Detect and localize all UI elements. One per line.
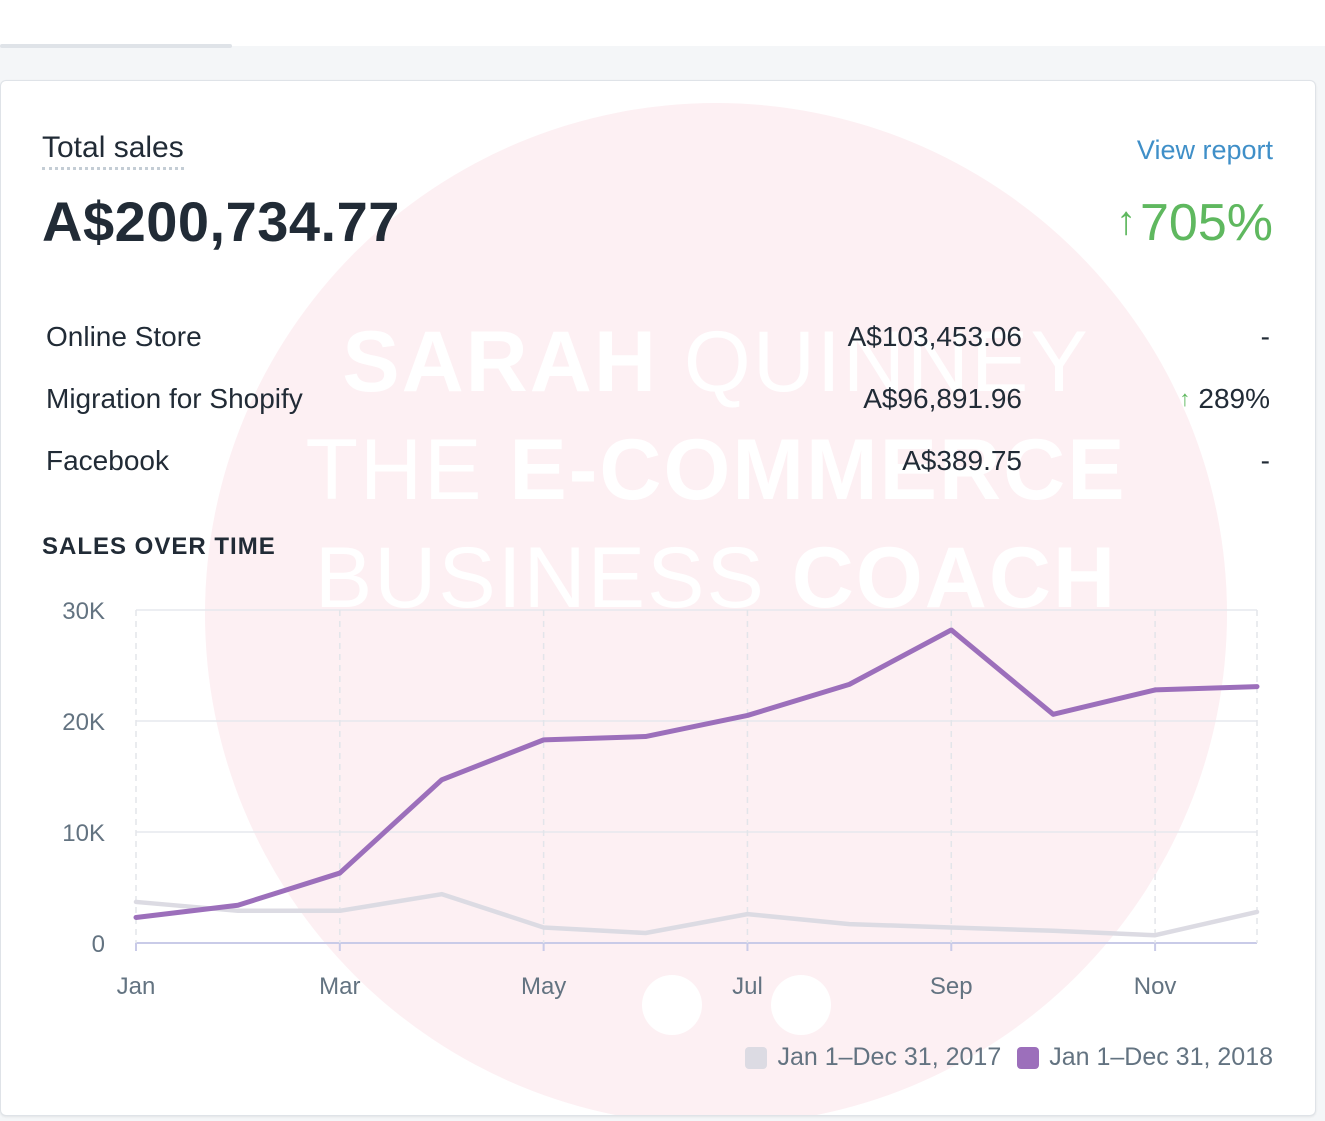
legend-label-2017: Jan 1–Dec 31, 2017 (777, 1043, 1002, 1071)
arrow-up-icon: ↑ (1179, 386, 1191, 411)
watermark-logo: SARAH QUINNEY THE E-COMMERCE BUSINESS CO… (205, 103, 1227, 1115)
watermark-text: SARAH (342, 314, 659, 410)
legend-item-2018[interactable]: Jan 1–Dec 31, 2018 (1017, 1043, 1273, 1072)
y-tick-label: 0 (92, 931, 105, 958)
legend-swatch-2018 (1017, 1046, 1040, 1069)
channel-row: Migration for Shopify A$96,891.96 ↑ 289% (46, 379, 1270, 441)
channel-change: - (1260, 445, 1270, 476)
channel-name: Migration for Shopify (46, 383, 303, 414)
chart-legend: Jan 1–Dec 31, 2017 Jan 1–Dec 31, 2018 (729, 1043, 1273, 1072)
channel-value: A$96,891.96 (863, 383, 1022, 414)
channel-row: Online Store A$103,453.06 - (46, 317, 1270, 379)
watermark-dot (771, 975, 831, 1035)
x-tick-label: Mar (319, 973, 360, 1000)
watermark-dot (642, 975, 702, 1035)
legend-label-2018: Jan 1–Dec 31, 2018 (1049, 1043, 1273, 1071)
sales-over-time-chart: 0 10K 20K 30K Jan Mar May Jul Sep Nov (62, 598, 1260, 1000)
total-sales-card: SARAH QUINNEY THE E-COMMERCE BUSINESS CO… (0, 80, 1316, 1116)
watermark-line-2: THE E-COMMERCE (205, 421, 1227, 520)
channel-breakdown: Online Store A$103,453.06 - Migration fo… (46, 317, 1270, 503)
channel-change-value: 289% (1198, 383, 1270, 414)
total-change-value: 705% (1140, 194, 1273, 252)
watermark-line-1: SARAH QUINNEY (205, 313, 1227, 412)
channel-value: A$103,453.06 (847, 321, 1022, 352)
y-tick-label: 30K (62, 598, 105, 625)
channel-change: ↑ 289% (1179, 383, 1270, 415)
watermark-text: THE (305, 422, 484, 518)
x-tick-label: May (521, 973, 566, 1000)
channel-row: Facebook A$389.75 - (46, 441, 1270, 503)
x-tick-label: Jul (732, 973, 763, 1000)
x-tick-label: Nov (1134, 973, 1177, 1000)
legend-item-2017[interactable]: Jan 1–Dec 31, 2017 (745, 1043, 1001, 1072)
card-title[interactable]: Total sales (42, 131, 184, 170)
x-tick-label: Jan (117, 973, 156, 1000)
total-change-indicator: ↑705% (1116, 193, 1273, 253)
x-tick-label: Sep (930, 973, 973, 1000)
y-tick-label: 10K (62, 820, 105, 847)
legend-swatch-2017 (745, 1046, 768, 1069)
view-report-link[interactable]: View report (1136, 135, 1273, 165)
arrow-up-icon: ↑ (1116, 199, 1136, 243)
watermark-text: E-COMMERCE (509, 422, 1127, 518)
series-line-2018 (133, 627, 1260, 920)
y-tick-label: 20K (62, 709, 105, 736)
channel-name: Online Store (46, 321, 202, 352)
series-line-2017 (133, 891, 1260, 938)
channel-change: - (1260, 321, 1270, 352)
channel-name: Facebook (46, 445, 169, 476)
total-sales-value: A$200,734.77 (42, 190, 400, 253)
section-label-sales-over-time: SALES OVER TIME (42, 533, 276, 560)
top-bar (0, 0, 1325, 48)
channel-value: A$389.75 (902, 445, 1022, 476)
active-tab-indicator (0, 44, 232, 48)
watermark-text: QUINNEY (683, 314, 1090, 410)
